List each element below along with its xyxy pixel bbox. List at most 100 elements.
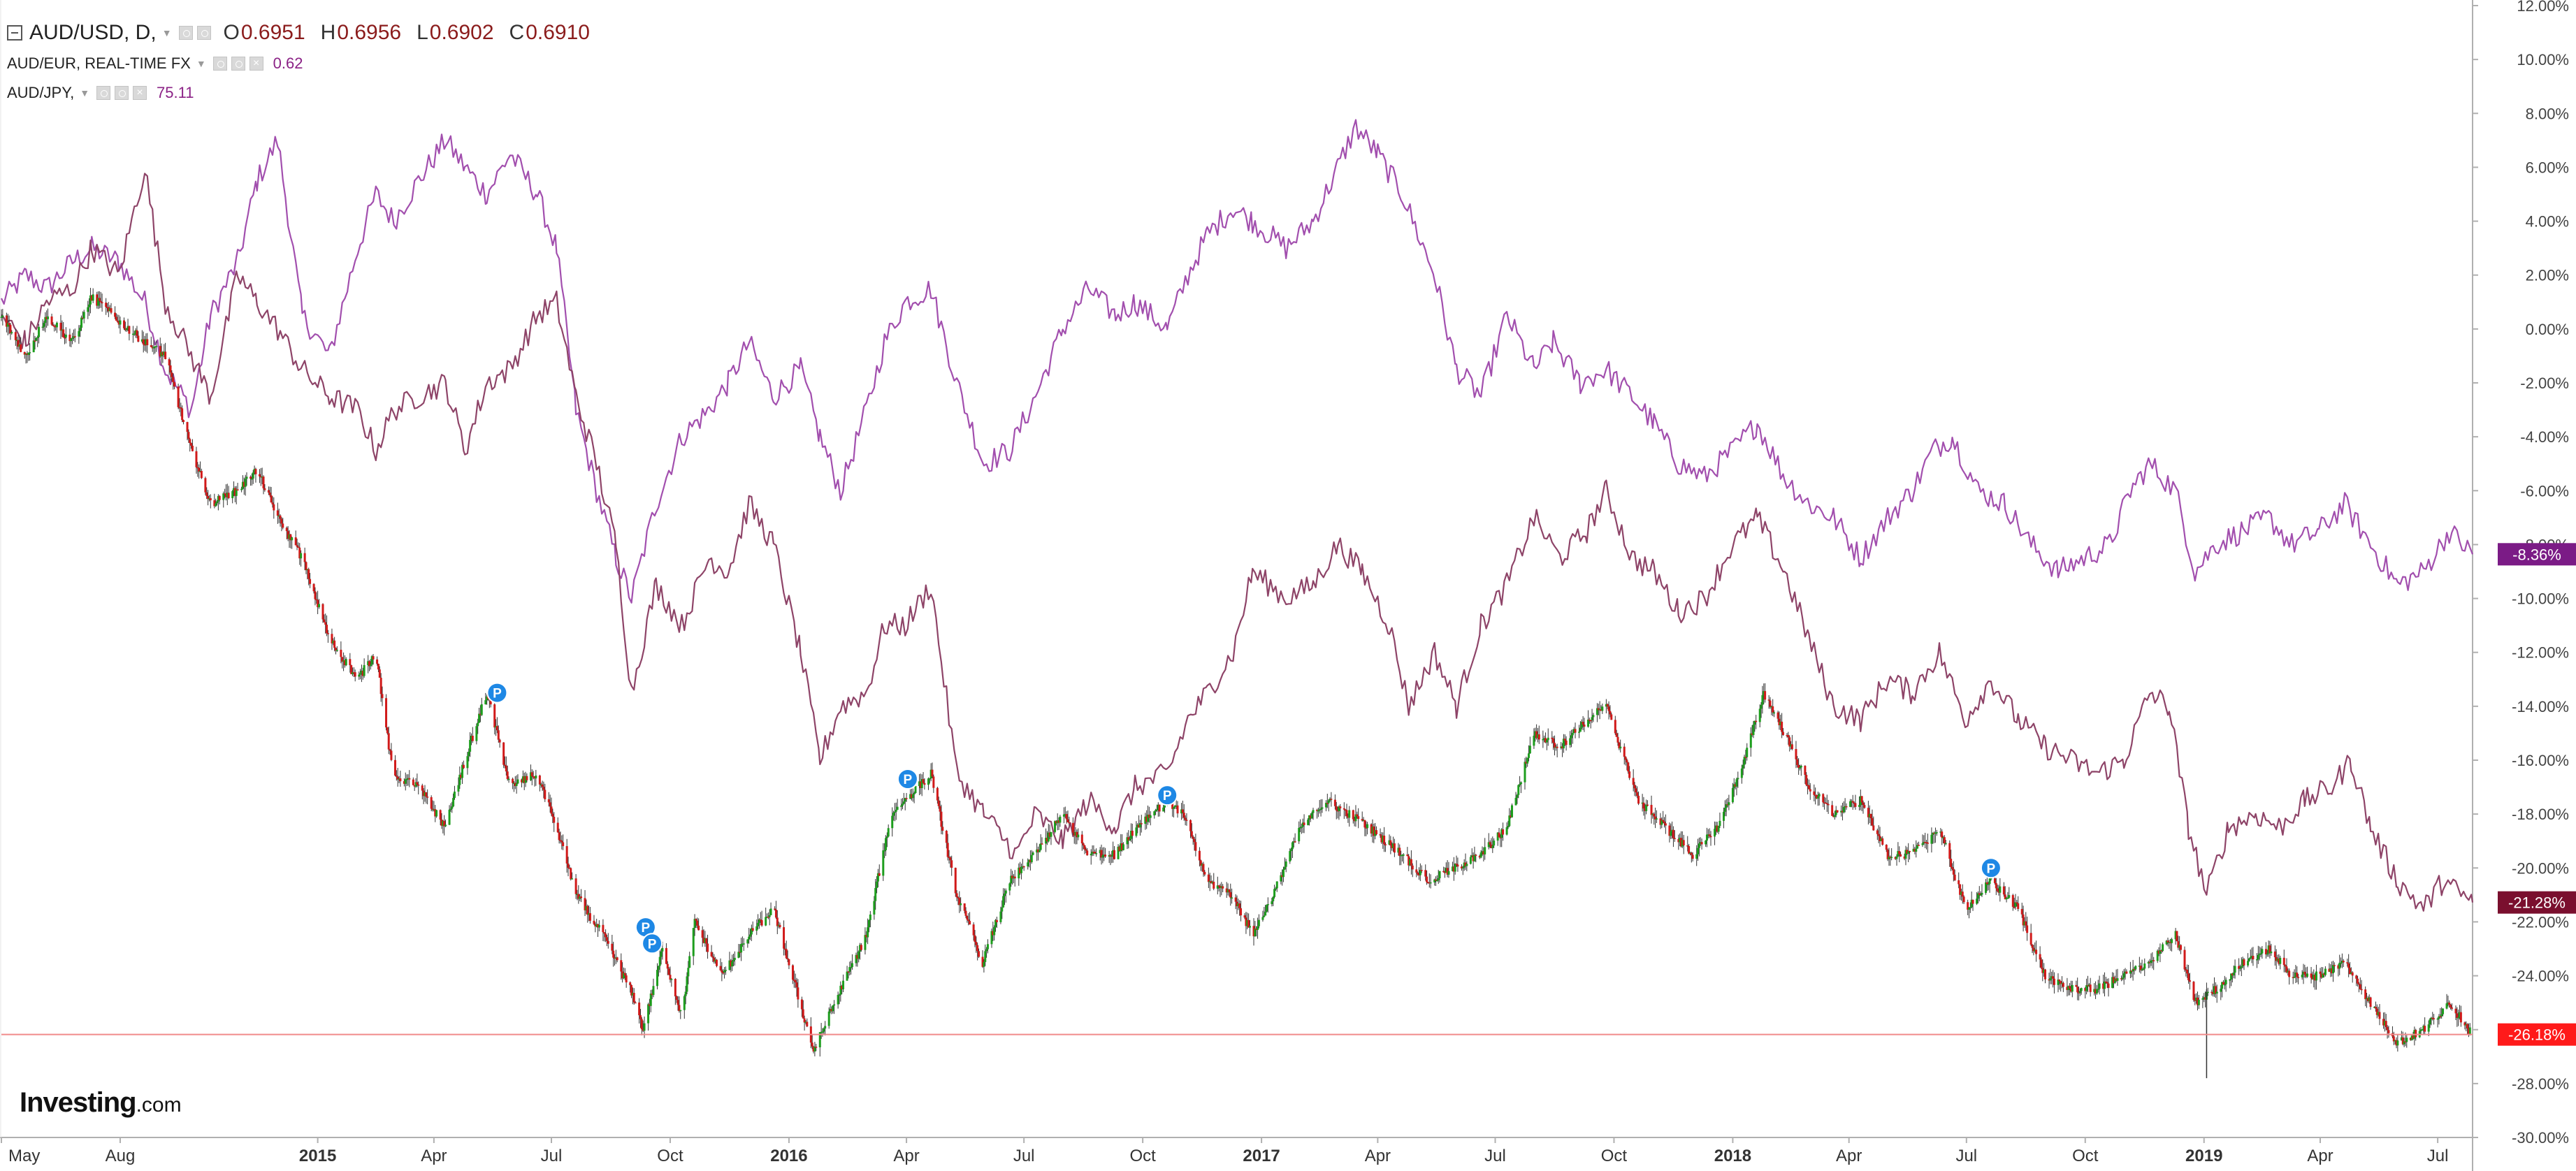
candle-body [1709, 836, 1712, 838]
settings-icon[interactable] [96, 86, 111, 100]
candle-body [1761, 695, 1764, 705]
candle-body [399, 778, 402, 782]
candle-body [2275, 957, 2278, 961]
candle-body [1932, 832, 1934, 835]
candle-body [1924, 842, 1927, 843]
legend-symbol-aud-usd[interactable]: AUD/USD, D, [29, 21, 157, 44]
candle-body [621, 971, 624, 979]
candle-body [1943, 837, 1946, 844]
candle-body [1065, 814, 1068, 820]
candle-body [2053, 978, 2055, 985]
candle-body [1502, 829, 1505, 835]
candle-body [553, 817, 556, 823]
legend-symbol-aud-jpy[interactable]: AUD/JPY, [7, 84, 75, 101]
candle-body [2302, 971, 2305, 975]
pin-circle[interactable] [897, 769, 918, 790]
candle-body [1236, 901, 1238, 907]
y-axis[interactable]: 12.00% 10.00% 8.00% 6.00% 4.00% 2.00% 0.00% -2.… [2473, 0, 2569, 1147]
event-pin[interactable]: P [1157, 785, 1178, 806]
candle-body [1790, 744, 1793, 747]
candle-body [1962, 896, 1965, 903]
candle-body [38, 326, 41, 337]
candle-body [2440, 1014, 2443, 1017]
candle-body [794, 980, 797, 983]
candle-body [2466, 1024, 2469, 1028]
last-value-badge-aud-jpy: -8.36% [2498, 543, 2576, 566]
candle-body [152, 347, 155, 349]
candle-body [2115, 978, 2118, 981]
pin-circle[interactable] [642, 933, 663, 954]
candle-body [119, 320, 122, 325]
event-pin[interactable]: P [635, 917, 656, 938]
event-pin[interactable]: P [1980, 857, 2002, 879]
candle-body [1238, 903, 1241, 908]
candle-body [2104, 981, 2107, 983]
legend-symbol-aud-eur[interactable]: AUD/EUR, REAL-TIME FX [7, 54, 191, 72]
candle-body [1246, 919, 1249, 926]
candle-body [1071, 822, 1074, 833]
candle-body [2093, 989, 2096, 992]
candle-body [797, 987, 799, 1000]
collapse-icon[interactable] [7, 25, 22, 41]
candle-body [1094, 852, 1097, 854]
chevron-down-icon[interactable]: ▼ [80, 87, 90, 99]
candle-body [480, 704, 483, 715]
candle-body [1800, 766, 1802, 768]
settings-icon[interactable] [178, 26, 193, 40]
pin-circle[interactable] [1157, 785, 1178, 806]
candle-body [976, 945, 979, 952]
visibility-icon[interactable] [196, 26, 211, 40]
candle-body [855, 954, 858, 963]
candle-body [434, 809, 437, 817]
candle-body [1744, 757, 1747, 758]
candle-body [1849, 801, 1852, 807]
candle-body [1668, 825, 1671, 836]
candle-body [1354, 814, 1357, 822]
candle-body [2431, 1017, 2434, 1019]
candle-body [1420, 870, 1423, 871]
candle-body [2004, 894, 2006, 900]
candle-body [567, 863, 570, 868]
event-pin[interactable]: P [897, 769, 918, 790]
event-pin[interactable]: P [486, 682, 508, 704]
pin-circle[interactable] [1980, 857, 2002, 879]
visibility-icon[interactable] [231, 57, 245, 71]
visibility-icon[interactable] [115, 86, 129, 100]
badge-background [2498, 891, 2576, 914]
candle-body [306, 569, 309, 571]
candle-body [2292, 977, 2294, 978]
candle-body [2041, 968, 2044, 973]
candle-body [739, 952, 741, 953]
candle-body [1032, 852, 1034, 855]
candle-body [1570, 735, 1572, 739]
pin-circle[interactable] [486, 682, 508, 704]
x-axis[interactable]: May Aug 2015 Apr Jul Oct 2016 Apr Jul Oct 2017 Apr J… [1, 1137, 2448, 1165]
candle-body [6, 323, 9, 327]
candle-body [161, 351, 164, 356]
candle-body [1618, 742, 1621, 749]
close-icon[interactable]: × [133, 86, 147, 100]
candle-body [1732, 784, 1735, 788]
candle-body [68, 334, 71, 342]
candle-body [1717, 826, 1720, 832]
candle-body [414, 782, 417, 787]
close-icon[interactable]: × [249, 57, 263, 71]
candle-body [841, 985, 844, 989]
candle-body [324, 622, 327, 625]
event-pin[interactable]: P [642, 933, 663, 954]
candle-body [1507, 826, 1510, 828]
candle-body [1853, 802, 1855, 804]
candle-body [1663, 821, 1666, 824]
candle-body [1301, 822, 1304, 827]
candle-body [1172, 807, 1175, 809]
chevron-down-icon[interactable]: ▼ [161, 27, 172, 38]
settings-icon[interactable] [212, 57, 227, 71]
candle-body [47, 316, 50, 319]
candle-body [224, 493, 226, 495]
candle-body [2176, 931, 2178, 942]
candle-body [1234, 897, 1237, 902]
chevron-down-icon[interactable]: ▼ [196, 58, 206, 69]
candle-body [1466, 864, 1468, 866]
